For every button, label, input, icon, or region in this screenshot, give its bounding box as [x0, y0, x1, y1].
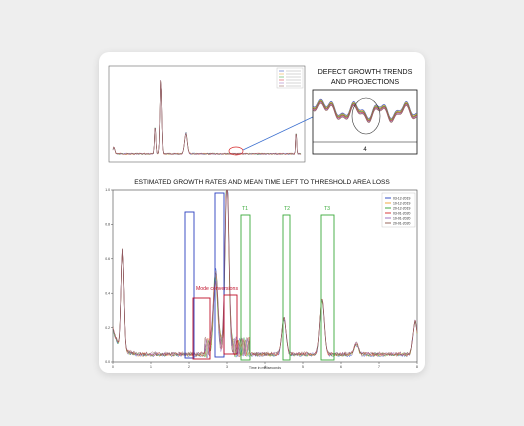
- bottom-plot-axes: 0 1 2 3 4 5 6 7 8 0.0 0.2 0.4 0.6 0.8 1.0: [105, 188, 418, 369]
- bottom-plot: 0 1 2 3 4 5 6 7 8 0.0 0.2 0.4 0.6 0.8 1.0 Mode convers…: [105, 188, 418, 370]
- t2-box: [282, 214, 291, 361]
- zoom-connector-line: [242, 115, 316, 151]
- x-axis-label: Time in milliseconds: [249, 366, 281, 370]
- bottom-plot-legend: [381, 192, 416, 228]
- y-tick-label: 1.0: [105, 188, 110, 192]
- legend-label: 03-12-2019: [393, 196, 410, 200]
- x-tick-label: 3: [226, 365, 228, 369]
- top-plot: [108, 65, 316, 163]
- zoom-inset-label: 4: [363, 147, 367, 153]
- legend-label: 10-12-2019: [393, 201, 410, 205]
- figure-card: DEFECT GROWTH TRENDS AND PROJECTIONS 4 E…: [99, 52, 425, 373]
- figure-canvas: DEFECT GROWTH TRENDS AND PROJECTIONS 4 E…: [105, 65, 418, 370]
- x-tick-label: 1: [150, 365, 152, 369]
- top-title-line1: DEFECT GROWTH TRENDS: [318, 67, 413, 76]
- x-tick-label: 8: [416, 365, 418, 369]
- y-tick-label: 0.4: [105, 291, 110, 295]
- zoom-inset-frame: [312, 89, 418, 155]
- legend-label: 20-01-2020: [393, 221, 410, 225]
- top-series-line: [112, 80, 302, 155]
- inset-series-line: [312, 99, 418, 120]
- x-tick-label: 4: [264, 365, 266, 369]
- inset-series-line: [312, 100, 418, 121]
- bottom-plot-legend-entries: 03-12-201910-12-201920-12-201903-01-2020…: [385, 196, 410, 225]
- x-tick-label: 2: [188, 365, 190, 369]
- top-plot-series: [112, 80, 302, 156]
- x-tick-label: 7: [378, 365, 380, 369]
- zoom-inset: 4: [312, 89, 418, 155]
- inset-series-line: [312, 101, 418, 123]
- t1-box: [240, 214, 251, 361]
- t1-label: T1: [242, 206, 248, 212]
- top-plot-highlight-circle: [228, 146, 244, 156]
- x-tick-label: 5: [302, 365, 304, 369]
- blue-box-2: [214, 192, 225, 358]
- t3-box: [320, 214, 335, 361]
- zoom-inset-circle: [351, 97, 381, 135]
- y-tick-label: 0.2: [105, 326, 110, 330]
- inset-series-line: [312, 98, 418, 119]
- top-title-line2: AND PROJECTIONS: [331, 77, 399, 86]
- inset-series-line: [312, 102, 418, 123]
- y-tick-label: 0.0: [105, 360, 110, 364]
- series-line: [112, 189, 418, 357]
- t2-label: T2: [284, 206, 290, 212]
- bottom-plot-series: [112, 189, 418, 359]
- x-tick-label: 6: [340, 365, 342, 369]
- legend-label: 03-01-2020: [393, 211, 410, 215]
- bottom-plot-frame: [112, 189, 418, 363]
- zoom-inset-series: [312, 98, 418, 123]
- mode-conversion-box-2: [223, 294, 238, 355]
- series-line: [112, 189, 418, 357]
- top-plot-frame: [108, 65, 306, 163]
- legend-label: 10-01-2020: [393, 216, 410, 220]
- bottom-title: ESTIMATED GROWTH RATES AND MEAN TIME LEF…: [134, 179, 390, 186]
- y-tick-label: 0.6: [105, 257, 110, 261]
- mode-conversions-label: Mode conversions: [196, 286, 239, 292]
- blue-box-1: [184, 211, 195, 359]
- legend-label: 20-12-2019: [393, 206, 410, 210]
- t3-label: T3: [324, 206, 330, 212]
- x-tick-label: 0: [112, 365, 114, 369]
- mode-conversion-box-1: [192, 297, 211, 360]
- y-tick-label: 0.8: [105, 223, 110, 227]
- top-plot-legend-entries: [279, 70, 301, 87]
- inset-series-line: [312, 101, 418, 122]
